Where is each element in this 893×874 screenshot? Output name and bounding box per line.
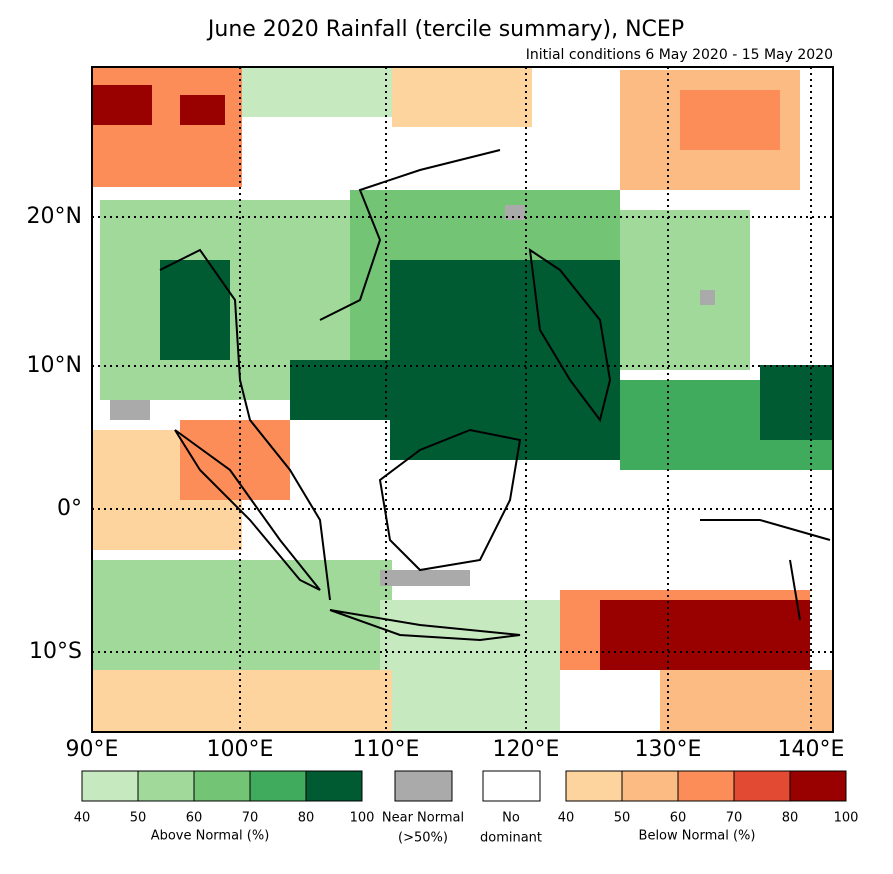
legend-tick: 70 — [726, 811, 743, 826]
lat-label: 10°S — [29, 639, 82, 664]
legend-swatch — [621, 770, 679, 802]
legend-tick: 50 — [130, 811, 147, 826]
legend-note: dominant — [480, 831, 542, 846]
legend-tick: 40 — [558, 811, 575, 826]
title: June 2020 Rainfall (tercile summary), NC… — [206, 17, 684, 42]
legend-swatch — [249, 770, 307, 802]
map-frame — [91, 66, 834, 733]
lon-label: 120°E — [493, 737, 560, 762]
legend-swatch — [394, 770, 453, 802]
legend-tick: 80 — [298, 811, 315, 826]
legend-tick: 60 — [670, 811, 687, 826]
legend-label: No — [502, 811, 520, 826]
legend-swatch — [482, 770, 541, 802]
legend-tick: 80 — [782, 811, 799, 826]
lon-label: 100°E — [207, 737, 274, 762]
legend-swatch — [733, 770, 791, 802]
map-field — [92, 67, 833, 732]
lat-label: 10°N — [27, 353, 82, 378]
legend-swatch — [677, 770, 735, 802]
legend-swatch — [137, 770, 195, 802]
legend-note: (>50%) — [398, 831, 448, 846]
lon-label: 110°E — [353, 737, 420, 762]
legend-swatch — [305, 770, 363, 802]
legend-swatch — [789, 770, 847, 802]
legend-swatch — [565, 770, 623, 802]
legend-tick: 100 — [350, 811, 375, 826]
legend-swatch — [81, 770, 139, 802]
legend-tick: 50 — [614, 811, 631, 826]
legend-tick: 60 — [186, 811, 203, 826]
legend-tick: 100 — [834, 811, 859, 826]
legend-swatch — [193, 770, 251, 802]
legend-label: Above Normal (%) — [151, 829, 270, 844]
legend-label: Near Normal — [382, 811, 464, 826]
lon-label: 90°E — [66, 737, 119, 762]
legend-tick: 70 — [242, 811, 259, 826]
lat-label: 20°N — [27, 204, 82, 229]
lon-label: 130°E — [635, 737, 702, 762]
legend-label: Below Normal (%) — [639, 829, 756, 844]
subtitle: Initial conditions 6 May 2020 - 15 May 2… — [526, 47, 833, 63]
lon-label: 140°E — [778, 737, 845, 762]
legend-tick: 40 — [74, 811, 91, 826]
lat-label: 0° — [57, 496, 82, 521]
